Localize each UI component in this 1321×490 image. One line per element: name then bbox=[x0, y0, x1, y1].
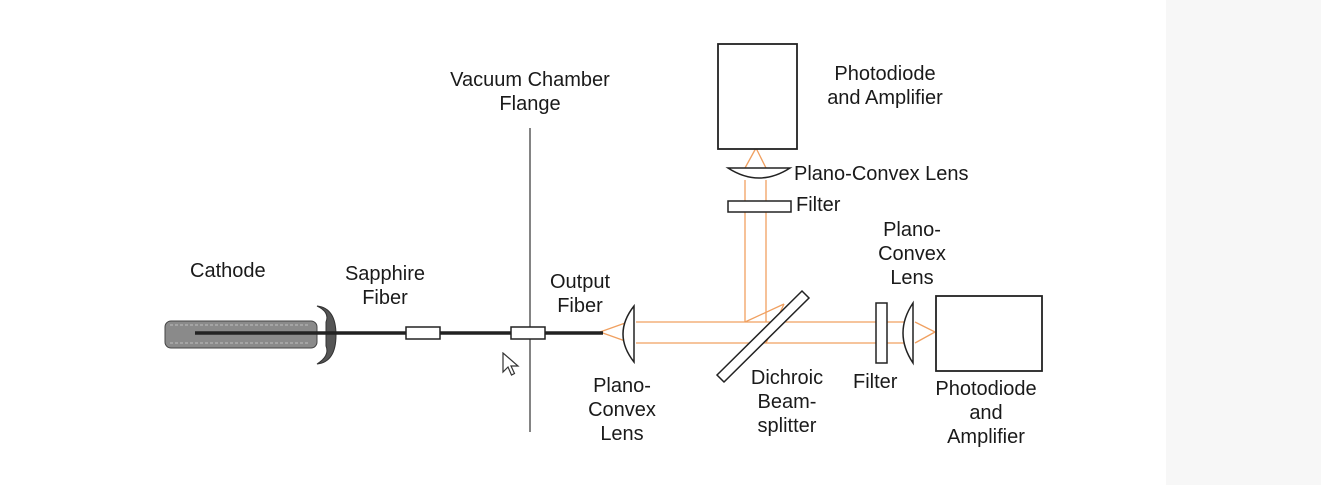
sapphire-coupler bbox=[405, 326, 441, 340]
label-line: Fiber bbox=[362, 287, 408, 309]
label-line: Amplifier bbox=[947, 426, 1025, 448]
label-plano-convex-lens-bottom: Plano- Convex Lens bbox=[570, 374, 674, 446]
photodiode-top bbox=[717, 43, 798, 150]
cathode bbox=[164, 305, 337, 365]
label-vacuum-chamber-flange: Vacuum Chamber Flange bbox=[415, 68, 645, 116]
label-cathode: Cathode bbox=[190, 260, 266, 282]
side-panel bbox=[1166, 0, 1321, 485]
label-line: Plano- bbox=[883, 219, 941, 241]
label-photodiode-right: Photodiode and Amplifier bbox=[916, 377, 1056, 449]
plano-convex-lens-right bbox=[902, 300, 914, 366]
label-dichroic-beamsplitter: Dichroic Beam- splitter bbox=[742, 366, 832, 438]
label-line: and bbox=[969, 402, 1003, 424]
label-line: splitter bbox=[757, 415, 817, 437]
label-line: Beam- bbox=[757, 391, 817, 413]
photodiode-right bbox=[935, 295, 1043, 372]
label-line: Sapphire bbox=[344, 263, 426, 285]
label-filter-right: Filter bbox=[853, 371, 898, 393]
label-filter-top: Filter bbox=[796, 194, 841, 216]
label-line: Convex bbox=[878, 243, 946, 265]
label-plano-convex-lens-right: Plano- Convex Lens bbox=[862, 218, 962, 290]
label-line: Flange bbox=[499, 93, 561, 115]
label-line: Photodiode bbox=[935, 378, 1037, 400]
plano-convex-lens-top bbox=[725, 167, 793, 179]
label-line: Photodiode bbox=[834, 63, 936, 85]
label-line: Lens bbox=[890, 267, 934, 289]
output-fiber-coupler bbox=[510, 326, 546, 340]
label-line: Dichroic bbox=[750, 367, 824, 389]
label-line: Vacuum Chamber bbox=[450, 69, 610, 91]
label-line: Plano- bbox=[593, 375, 651, 397]
label-plano-convex-lens-top: Plano-Convex Lens bbox=[794, 163, 969, 185]
label-photodiode-top: Photodiode and Amplifier bbox=[805, 62, 965, 110]
label-line: Fiber bbox=[557, 295, 603, 317]
label-line: and Amplifier bbox=[827, 87, 943, 109]
label-line: Lens bbox=[600, 423, 644, 445]
filter-right bbox=[875, 302, 888, 364]
label-output-fiber: Output Fiber bbox=[532, 270, 628, 318]
label-line: Convex bbox=[588, 399, 656, 421]
filter-top bbox=[727, 200, 792, 213]
label-line: Output bbox=[549, 271, 611, 293]
label-sapphire-fiber: Sapphire Fiber bbox=[325, 262, 445, 310]
dichroic-beamsplitter bbox=[715, 289, 811, 384]
plano-convex-lens-bottom bbox=[622, 303, 635, 365]
mouse-pointer-icon bbox=[502, 351, 520, 383]
